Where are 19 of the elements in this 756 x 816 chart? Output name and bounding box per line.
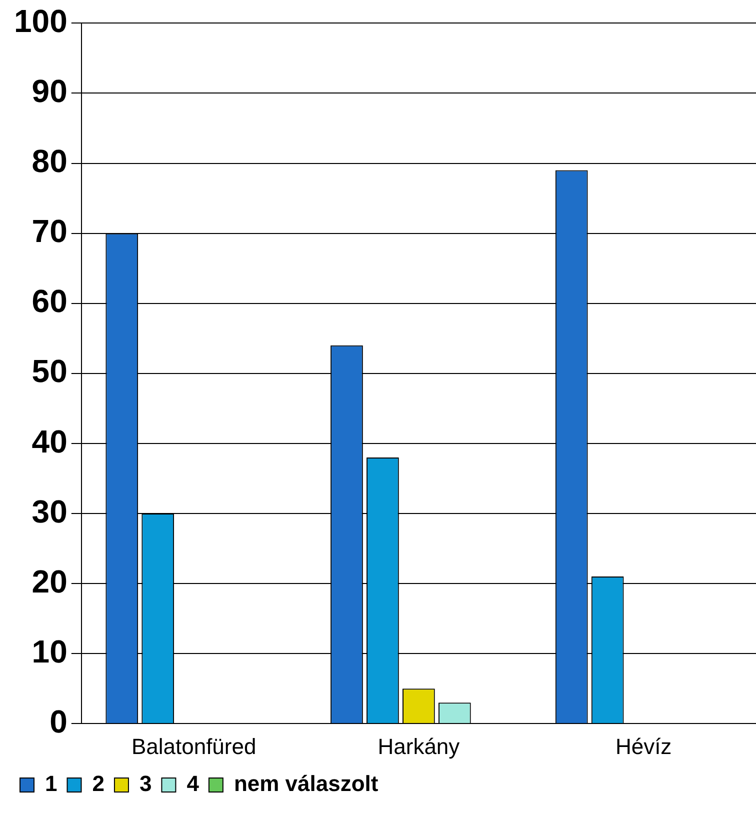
- y-tick-label: 0: [50, 703, 68, 740]
- y-tick-label: 60: [32, 283, 68, 320]
- legend-label: nem válaszolt: [234, 771, 379, 796]
- y-tick-label: 40: [32, 423, 68, 460]
- y-tick-label: 10: [32, 633, 68, 670]
- y-tick-label: 50: [32, 353, 68, 390]
- y-tick-label: 100: [14, 3, 68, 40]
- x-tick-label: Harkány: [378, 734, 460, 759]
- legend-label: 2: [92, 771, 104, 796]
- y-tick-label: 80: [32, 143, 68, 180]
- y-tick-label: 70: [32, 213, 68, 250]
- y-tick-label: 30: [32, 493, 68, 530]
- y-tick-label: 90: [32, 73, 68, 110]
- y-tick-label: 20: [32, 563, 68, 600]
- legend-label: 1: [45, 771, 58, 796]
- x-tick-label: Balatonfüred: [131, 734, 256, 759]
- x-tick-label: Hévíz: [615, 734, 672, 759]
- legend-label: 3: [139, 771, 152, 796]
- legend-label: 4: [186, 771, 200, 796]
